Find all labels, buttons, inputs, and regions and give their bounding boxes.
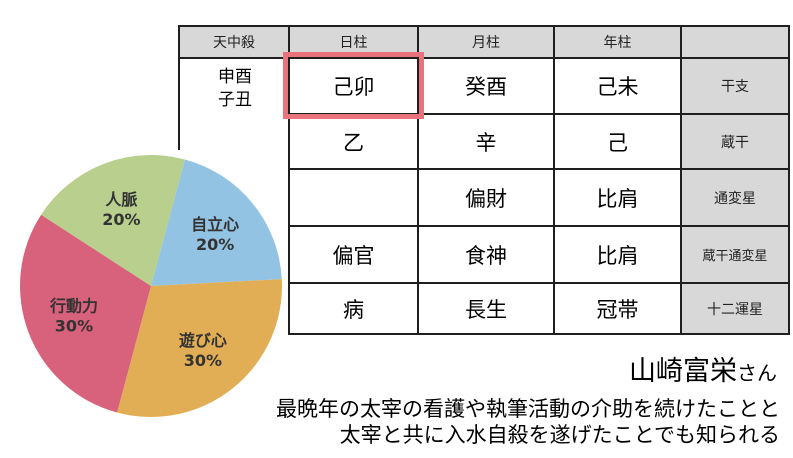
tenchusatsu-line1: 申酉 <box>218 67 252 87</box>
cell-tenchusatsu-value: 申酉 子丑 <box>178 57 290 150</box>
cell-month-juni-unsei: 長生 <box>417 282 555 335</box>
cell-year-kanshi: 己未 <box>553 57 682 115</box>
person-description: 最晩年の太宰の看護や執筆活動の介助を続けたことと 太宰と共に入水自殺を遂げたこと… <box>276 396 780 448</box>
header-cell-empty <box>680 25 790 59</box>
cell-month-tsuhensei: 偏財 <box>417 168 555 227</box>
row-label-kanshi: 干支 <box>680 57 790 115</box>
cell-day-juni-unsei: 病 <box>288 282 419 335</box>
personality-pie-chart: 自立心 20% 遊び心 30% 行動力 30% 人脈 20% <box>15 150 287 422</box>
description-line-1: 最晩年の太宰の看護や執筆活動の介助を続けたことと <box>276 397 780 421</box>
description-line-2: 太宰と共に入水自殺を遂げたことでも知られる <box>339 423 780 447</box>
pie-chart-svg: 自立心 20% 遊び心 30% 行動力 30% 人脈 20% <box>20 155 282 417</box>
row-label-zokan: 蔵干 <box>680 113 790 170</box>
pie-label-遊び心: 遊び心 30% <box>179 331 227 370</box>
cell-day-zokan-tsuhensei: 偏官 <box>288 225 419 284</box>
pie-label-行動力: 行動力 30% <box>49 297 98 336</box>
cell-year-zokan-tsuhensei: 比肩 <box>553 225 682 284</box>
person-honorific: さん <box>737 361 777 385</box>
person-name-text: 山崎富栄 <box>629 356 737 387</box>
header-cell-year-pillar: 年柱 <box>553 25 682 59</box>
row-label-tsuhensei: 通変星 <box>680 168 790 227</box>
row-label-zokan-tsuhensei: 蔵干通変星 <box>680 225 790 284</box>
pie-slice-行動力 <box>20 214 151 413</box>
pie-slice-人脈 <box>41 155 185 286</box>
header-cell-month-pillar: 月柱 <box>417 25 555 59</box>
four-pillars-table: 天中殺 日柱 月柱 年柱 申酉 子丑 己卯 癸酉 己未 干支 乙 辛 己 蔵干 … <box>178 25 790 335</box>
cell-day-zokan: 乙 <box>288 113 419 170</box>
cell-year-zokan: 己 <box>553 113 682 170</box>
header-cell-tenchusatsu: 天中殺 <box>178 25 290 59</box>
cell-day-kanshi: 己卯 <box>288 57 419 115</box>
day-kanshi-highlight-box <box>283 52 424 119</box>
pie-slice-遊び心 <box>117 279 282 417</box>
person-name: 山崎富栄さん <box>629 349 777 388</box>
cell-month-zokan-tsuhensei: 食神 <box>417 225 555 284</box>
pie-label-自立心: 自立心 20% <box>191 215 239 254</box>
row-label-juni-unsei: 十二運星 <box>680 282 790 335</box>
pie-label-人脈: 人脈 20% <box>102 190 140 229</box>
cell-year-tsuhensei: 比肩 <box>553 168 682 227</box>
cell-month-zokan: 辛 <box>417 113 555 170</box>
tenchusatsu-line2: 子丑 <box>218 90 252 110</box>
cell-month-kanshi: 癸酉 <box>417 57 555 115</box>
pie-slice-自立心 <box>151 159 282 286</box>
cell-day-tsuhensei <box>288 168 419 227</box>
cell-year-juni-unsei: 冠帯 <box>553 282 682 335</box>
